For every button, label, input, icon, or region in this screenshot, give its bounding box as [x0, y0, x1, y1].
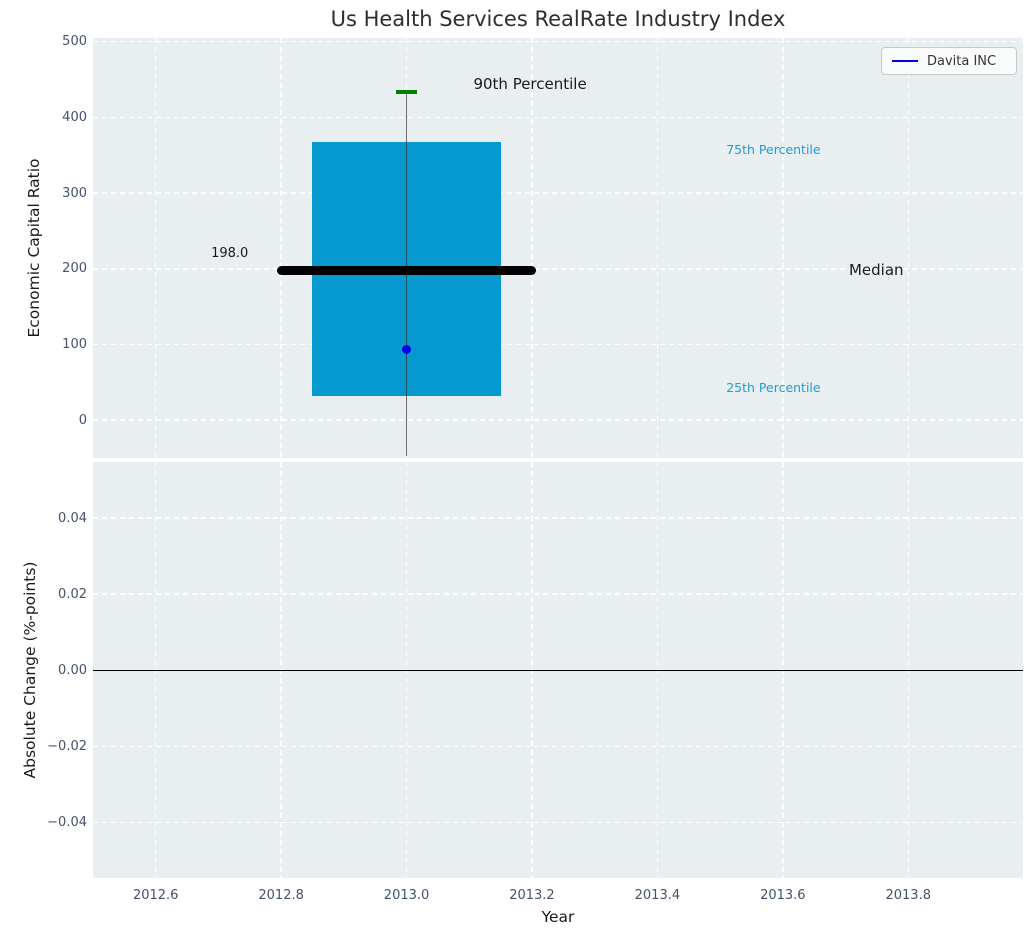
x-tick-label: 2013.4	[634, 888, 681, 903]
zero-line	[93, 669, 1023, 672]
gridline-horizontal	[93, 116, 1023, 119]
x-tick-label: 2012.6	[132, 888, 179, 903]
gridline-horizontal	[93, 593, 1023, 595]
gridline-horizontal	[93, 745, 1023, 748]
annotation-25th-percentile: 25th Percentile	[726, 379, 821, 395]
gridline-vertical	[782, 38, 784, 458]
gridline-vertical	[280, 38, 282, 458]
legend-line-icon	[892, 60, 918, 62]
gridline-vertical	[531, 38, 533, 458]
chart-title: Us Health Services RealRate Industry Ind…	[330, 7, 786, 31]
company-point	[402, 344, 412, 354]
annotation-75th-percentile: 75th Percentile	[726, 142, 821, 158]
annotation-198-0: 198.0	[211, 246, 249, 262]
gridline-horizontal	[93, 41, 1023, 43]
gridline-vertical	[656, 38, 659, 458]
legend: Davita INC	[881, 47, 1017, 75]
y-tick-label: 0.00	[58, 662, 87, 678]
annotation-90th-percentile: 90th Percentile	[473, 74, 587, 93]
y-tick-label: 400	[62, 109, 87, 125]
x-tick-label: 2013.2	[509, 888, 555, 903]
y-tick-label: 100	[62, 336, 87, 352]
legend-label: Davita INC	[927, 53, 997, 69]
y-tick-label: −0.04	[47, 815, 87, 831]
median-line	[276, 265, 537, 275]
y-tick-label: 0.04	[58, 510, 87, 526]
y-tick-label: −0.02	[47, 739, 87, 755]
gridline-horizontal	[93, 517, 1023, 519]
x-axis-label: Year	[541, 908, 575, 926]
x-tick-label: 2012.8	[258, 888, 304, 903]
gridline-vertical	[155, 38, 157, 458]
gridline-vertical	[907, 38, 909, 458]
x-tick-label: 2013.0	[383, 888, 430, 903]
y-tick-label: 200	[62, 261, 87, 277]
x-tick-label: 2013.8	[885, 888, 931, 903]
y-tick-label: 300	[62, 185, 87, 201]
gridline-horizontal	[93, 192, 1023, 194]
gridline-horizontal	[93, 822, 1023, 824]
gridline-horizontal	[93, 419, 1023, 421]
percentile-90-cap	[395, 90, 418, 95]
x-tick-label: 2013.6	[760, 888, 806, 903]
y-tick-label: 500	[62, 34, 87, 50]
axes-absolute-change	[93, 462, 1023, 878]
gridline-horizontal	[93, 268, 1023, 270]
annotation-median: Median	[848, 260, 904, 279]
axes-economic-capital-ratio: 90th Percentile 75th Percentile Median 25th…	[93, 38, 1023, 458]
y-tick-label: 0	[78, 412, 87, 428]
y-tick-label: 0.02	[58, 586, 87, 602]
gridline-horizontal	[93, 343, 1023, 346]
